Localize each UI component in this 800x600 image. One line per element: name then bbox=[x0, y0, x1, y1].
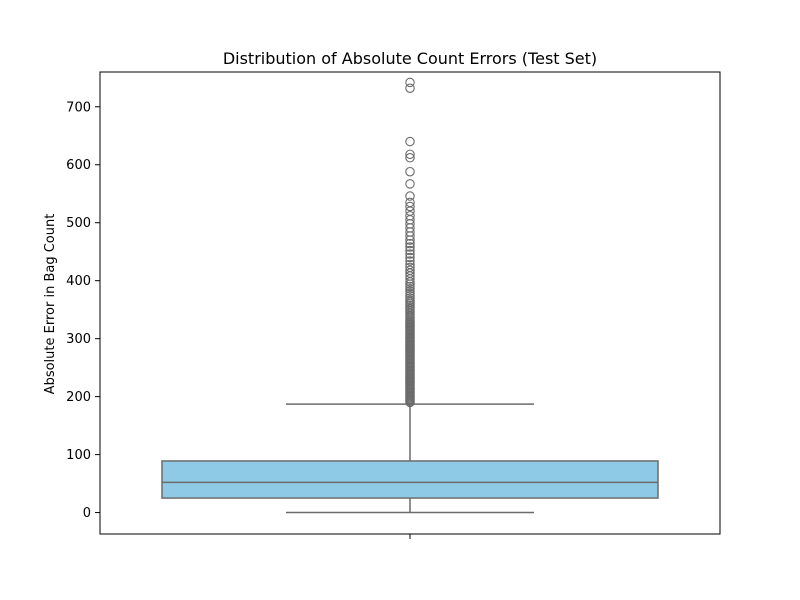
chart-title: Distribution of Absolute Count Errors (T… bbox=[223, 49, 597, 68]
y-tick-label: 600 bbox=[66, 158, 91, 173]
outlier-point bbox=[405, 252, 415, 263]
plot-area: 0 100 200 300 400 500 600 700 bbox=[66, 77, 659, 539]
outlier-point bbox=[405, 238, 415, 249]
outlier-point bbox=[405, 249, 415, 259]
outlier-point bbox=[405, 179, 415, 189]
outlier-point bbox=[405, 259, 415, 270]
outlier-point bbox=[405, 245, 415, 256]
outlier-point bbox=[405, 293, 415, 303]
outlier-point bbox=[405, 153, 415, 163]
outlier-point bbox=[405, 211, 415, 221]
outlier-point bbox=[405, 265, 415, 275]
y-tick-label: 500 bbox=[66, 216, 91, 231]
outlier-point bbox=[405, 191, 415, 201]
iqr-box bbox=[161, 460, 659, 499]
outlier-point bbox=[405, 197, 415, 208]
outlier-point bbox=[405, 295, 415, 306]
outlier-point bbox=[405, 136, 415, 147]
outlier-point bbox=[405, 286, 415, 296]
outlier-point bbox=[405, 83, 415, 93]
y-tick-label: 200 bbox=[66, 390, 91, 405]
outlier-point bbox=[405, 201, 415, 212]
plot-frame bbox=[99, 71, 721, 535]
outlier-point bbox=[405, 288, 415, 299]
outlier-point bbox=[405, 256, 415, 266]
outlier-point bbox=[405, 262, 415, 273]
y-tick-label: 400 bbox=[66, 274, 91, 289]
outlier-point bbox=[405, 166, 415, 177]
outlier-point bbox=[405, 291, 415, 301]
y-axis-label: Absolute Error in Bag Count bbox=[43, 214, 58, 395]
y-tick-label: 300 bbox=[66, 332, 91, 347]
outlier-point bbox=[405, 284, 415, 294]
y-tick-label: 700 bbox=[66, 100, 91, 115]
y-tick-label: 0 bbox=[83, 506, 91, 521]
outlier-point bbox=[405, 242, 415, 252]
y-tick-label: 100 bbox=[66, 448, 91, 463]
outlier-point bbox=[405, 281, 415, 292]
outlier-point bbox=[405, 77, 415, 88]
outlier-point bbox=[405, 149, 415, 160]
